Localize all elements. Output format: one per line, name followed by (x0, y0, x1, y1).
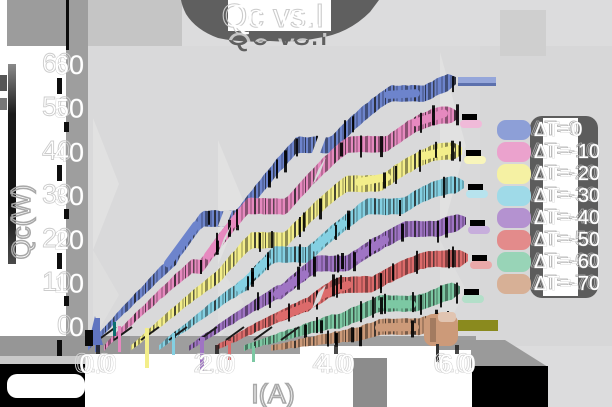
svg-text:ΔT=-60: ΔT=-60 (531, 250, 597, 272)
svg-text:ΔT=-10: ΔT=-10 (531, 140, 597, 162)
svg-text:ΔT=-70: ΔT=-70 (531, 272, 597, 294)
svg-text:Qc vs.I: Qc vs.I (222, 0, 325, 34)
svg-text:50: 50 (42, 92, 72, 122)
svg-text:ΔT=-40: ΔT=-40 (534, 207, 600, 229)
svg-text:60: 60 (42, 48, 72, 78)
svg-text:30: 30 (42, 179, 72, 209)
svg-text:60: 60 (54, 50, 84, 80)
svg-text:10: 10 (54, 269, 84, 299)
svg-text:ΔT=-60: ΔT=-60 (534, 251, 600, 273)
svg-text:0: 0 (57, 310, 72, 340)
svg-text:ΔT=0: ΔT=0 (534, 119, 582, 141)
svg-text:50: 50 (54, 94, 84, 124)
svg-text:10: 10 (42, 267, 72, 297)
svg-text:I(A): I(A) (251, 379, 295, 407)
svg-text:0: 0 (69, 312, 84, 342)
svg-text:20: 20 (54, 225, 84, 255)
svg-text:ΔT=-70: ΔT=-70 (534, 273, 600, 295)
svg-text:Qc(W): Qc(W) (6, 184, 36, 259)
svg-text:30: 30 (54, 181, 84, 211)
svg-text:Qc vs.I: Qc vs.I (228, 0, 331, 35)
svg-text:ΔT=-10: ΔT=-10 (534, 141, 600, 163)
svg-text:20: 20 (42, 223, 72, 253)
svg-text:ΔT=-20: ΔT=-20 (531, 162, 597, 184)
svg-text:2.0: 2.0 (193, 348, 231, 378)
svg-text:40: 40 (42, 135, 72, 165)
svg-text:ΔT=-30: ΔT=-30 (534, 185, 600, 207)
svg-text:0.0: 0.0 (74, 348, 112, 378)
svg-text:Qc vs.I: Qc vs.I (227, 26, 330, 63)
svg-text:4.0: 4.0 (312, 348, 350, 378)
svg-text:40: 40 (54, 137, 84, 167)
svg-text:ΔT=0: ΔT=0 (531, 118, 579, 140)
svg-text:ΔT=-20: ΔT=-20 (534, 163, 600, 185)
svg-text:ΔT=-40: ΔT=-40 (531, 206, 597, 228)
svg-text:6.0: 6.0 (433, 348, 471, 378)
svg-text:ΔT=-50: ΔT=-50 (531, 228, 597, 250)
svg-text:ΔT=-50: ΔT=-50 (534, 229, 600, 251)
svg-text:ΔT=-30: ΔT=-30 (531, 184, 597, 206)
